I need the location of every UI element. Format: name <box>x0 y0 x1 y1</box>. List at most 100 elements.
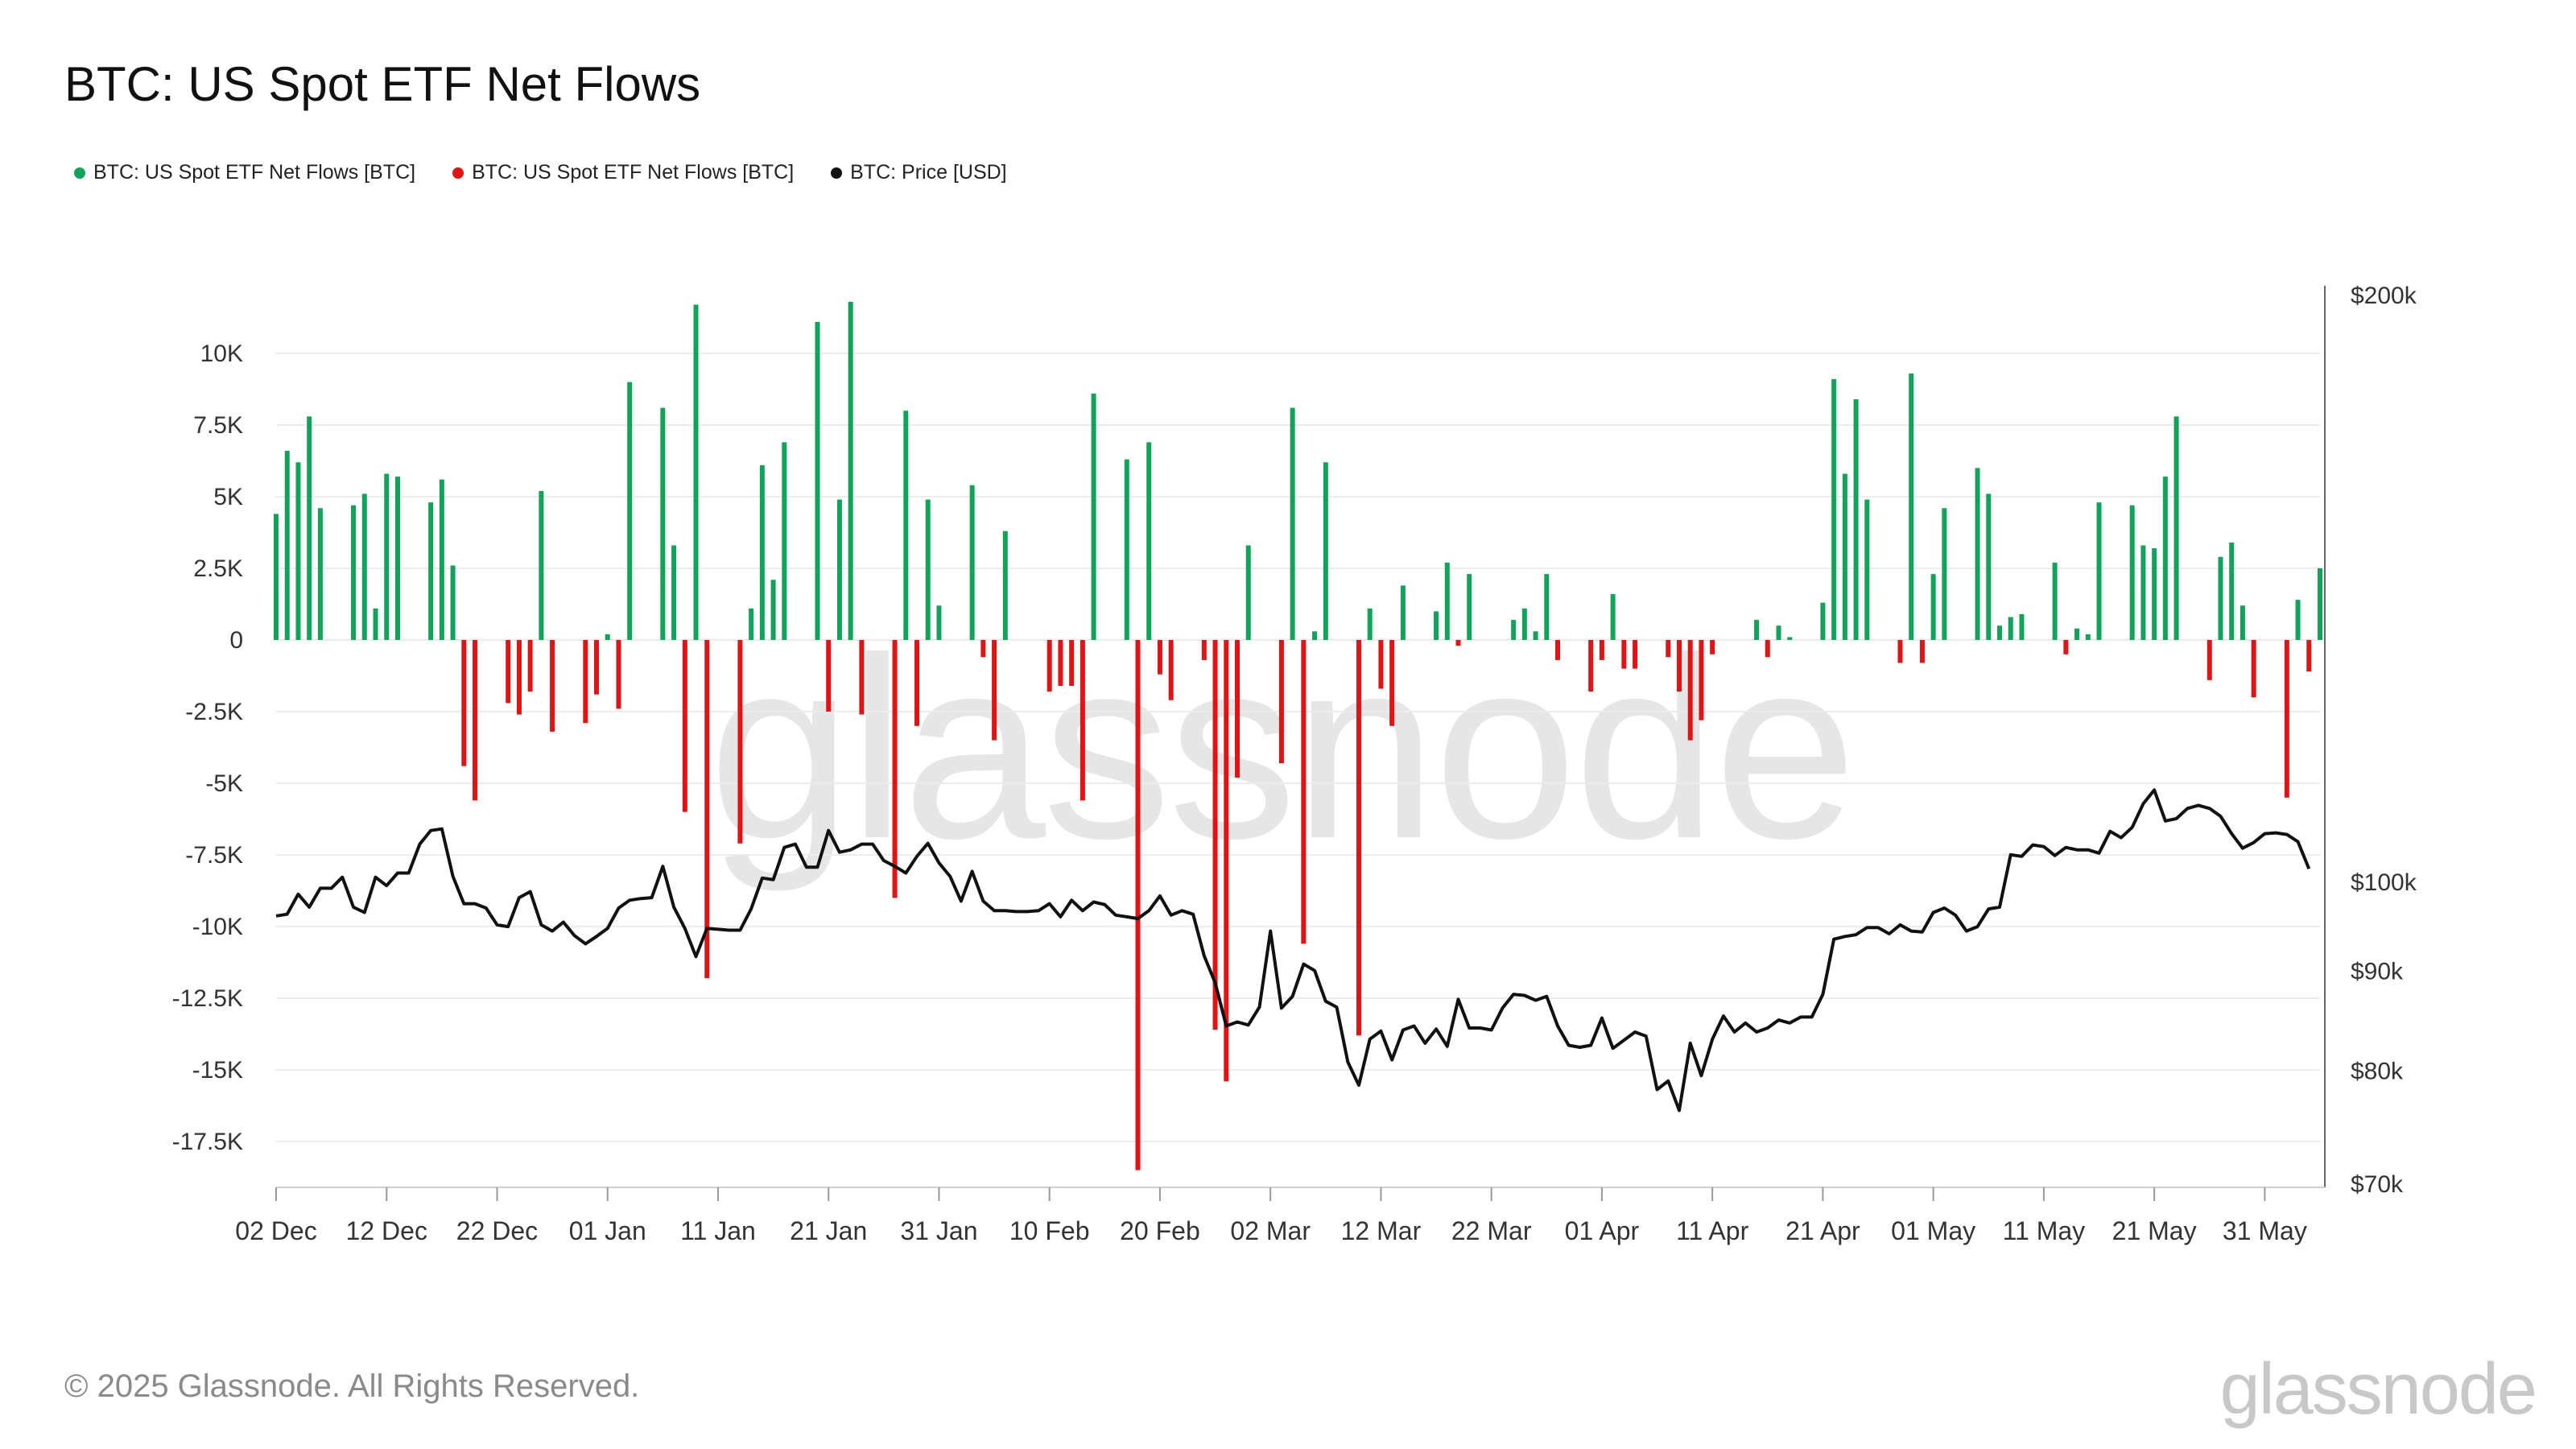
outflow-bar <box>1699 640 1704 720</box>
outflow-bar <box>1599 640 1604 660</box>
inflow-bar <box>671 545 677 640</box>
outflow-bar <box>2306 640 2312 672</box>
inflow-bar <box>782 442 787 640</box>
left-tick-label: 5K <box>213 484 243 510</box>
x-tick-label: 21 Jan <box>790 1216 867 1245</box>
inflow-bar <box>1975 468 1980 640</box>
inflow-bar <box>2240 605 2245 640</box>
x-tick-label: 12 Mar <box>1341 1216 1422 1245</box>
left-tick-label: -5K <box>205 770 243 797</box>
inflow-bar <box>2295 600 2301 640</box>
x-tick-label: 22 Mar <box>1451 1216 1532 1245</box>
inflow-bar <box>1776 625 1781 640</box>
outflow-bar <box>1378 640 1384 689</box>
inflow-bar <box>2229 542 2235 640</box>
axis-layer: 10K 7.5K 5K 2.5K 0 -2.5K -5K -7.5K -10K -12.5K -15… <box>172 283 2417 1245</box>
inflow-bar <box>450 565 456 640</box>
inflow-bar <box>1986 493 1992 640</box>
glassnode-logo[interactable]: glassnode <box>2219 1349 2537 1430</box>
inflow-bar <box>1323 462 1328 640</box>
inflow-bar <box>2129 505 2135 640</box>
outflow-bar <box>473 640 478 801</box>
outflow-bar <box>980 640 986 658</box>
inflow-bar <box>1831 379 1837 640</box>
inflow-bar <box>1521 608 1527 640</box>
inflow-bar <box>627 382 633 640</box>
outflow-bar <box>892 640 898 898</box>
inflow-bar <box>969 485 975 640</box>
outflow-bar <box>1046 640 1052 692</box>
price-layer <box>275 788 2311 1113</box>
outflow-bar <box>1455 640 1461 646</box>
right-tick-label: $100k <box>2351 869 2417 896</box>
outflow-bar <box>594 640 600 695</box>
outflow-bar <box>1676 640 1682 692</box>
outflow-bar <box>682 640 687 812</box>
outflow-bar <box>1687 640 1693 741</box>
outflow-bar <box>826 640 832 712</box>
outflow-bar <box>461 640 467 766</box>
x-tick-label: 31 May <box>2223 1216 2307 1245</box>
outflow-bar <box>737 640 743 844</box>
inflow-bar <box>2140 545 2146 640</box>
inflow-bar <box>1002 530 1008 640</box>
inflow-bar <box>1930 574 1936 640</box>
x-tick-label: 21 Apr <box>1785 1216 1860 1245</box>
right-tick-label: $80k <box>2351 1059 2404 1085</box>
x-tick-label: 12 Dec <box>346 1216 427 1245</box>
inflow-bar <box>1091 393 1096 640</box>
inflow-bar <box>2096 502 2102 640</box>
x-tick-label: 01 Jan <box>569 1216 646 1245</box>
inflow-bar <box>1511 620 1517 640</box>
inflow-bar <box>1434 611 1439 640</box>
inflow-bar <box>2318 568 2322 640</box>
inflow-bar <box>1290 407 1295 640</box>
outflow-bar <box>1633 640 1638 669</box>
outflow-bar <box>1555 640 1561 660</box>
outflow-bar <box>1135 640 1141 1170</box>
legend-item-inflows[interactable]: BTC: US Spot ETF Net Flows [BTC] <box>74 161 415 184</box>
inflow-bar <box>1367 608 1373 640</box>
inflow-bar <box>1444 562 1450 640</box>
inflow-bar <box>351 505 357 640</box>
inflow-bar <box>1610 594 1616 640</box>
inflow-bar <box>1467 574 1472 640</box>
inflow-bar <box>307 416 312 640</box>
right-tick-label: $200k <box>2351 283 2417 309</box>
inflow-bar <box>1124 459 1129 640</box>
x-tick-label: 01 May <box>1891 1216 1975 1245</box>
outflow-bar <box>1765 640 1770 658</box>
inflow-bar <box>1787 637 1793 640</box>
inflow-bar <box>848 301 853 640</box>
outflow-bar <box>859 640 865 715</box>
outflow-bar <box>1278 640 1284 764</box>
legend-label-price: BTC: Price [USD] <box>850 161 1007 184</box>
inflow-bar <box>439 479 444 640</box>
inflow-bar <box>936 605 942 640</box>
outflow-bar <box>704 640 710 979</box>
copyright-text: © 2025 Glassnode. All Rights Reserved. <box>64 1368 640 1404</box>
x-tick-label: 01 Apr <box>1565 1216 1640 1245</box>
outflow-bar <box>1897 640 1903 663</box>
outflow-bar <box>2207 640 2212 680</box>
legend-item-outflows[interactable]: BTC: US Spot ETF Net Flows [BTC] <box>452 161 794 184</box>
inflow-bar <box>759 464 765 640</box>
outflow-bar <box>1235 640 1241 778</box>
legend-dot-red <box>452 167 464 179</box>
outflow-bar <box>1356 640 1361 1036</box>
outflow-bar <box>1168 640 1174 700</box>
inflow-bar <box>1864 499 1870 640</box>
left-tick-label: -12.5K <box>172 985 243 1012</box>
inflow-bar <box>925 499 931 640</box>
inflow-bar <box>317 508 323 640</box>
x-tick-label: 02 Dec <box>235 1216 316 1245</box>
inflow-bar <box>1544 574 1550 640</box>
left-tick-label: -7.5K <box>185 842 243 869</box>
inflow-bar <box>1533 631 1538 640</box>
left-tick-label: 0 <box>229 627 243 654</box>
outflow-bar <box>1212 640 1218 1030</box>
legend-item-price[interactable]: BTC: Price [USD] <box>831 161 1007 184</box>
inflow-bar <box>2162 477 2168 640</box>
inflow-bar <box>770 580 776 640</box>
